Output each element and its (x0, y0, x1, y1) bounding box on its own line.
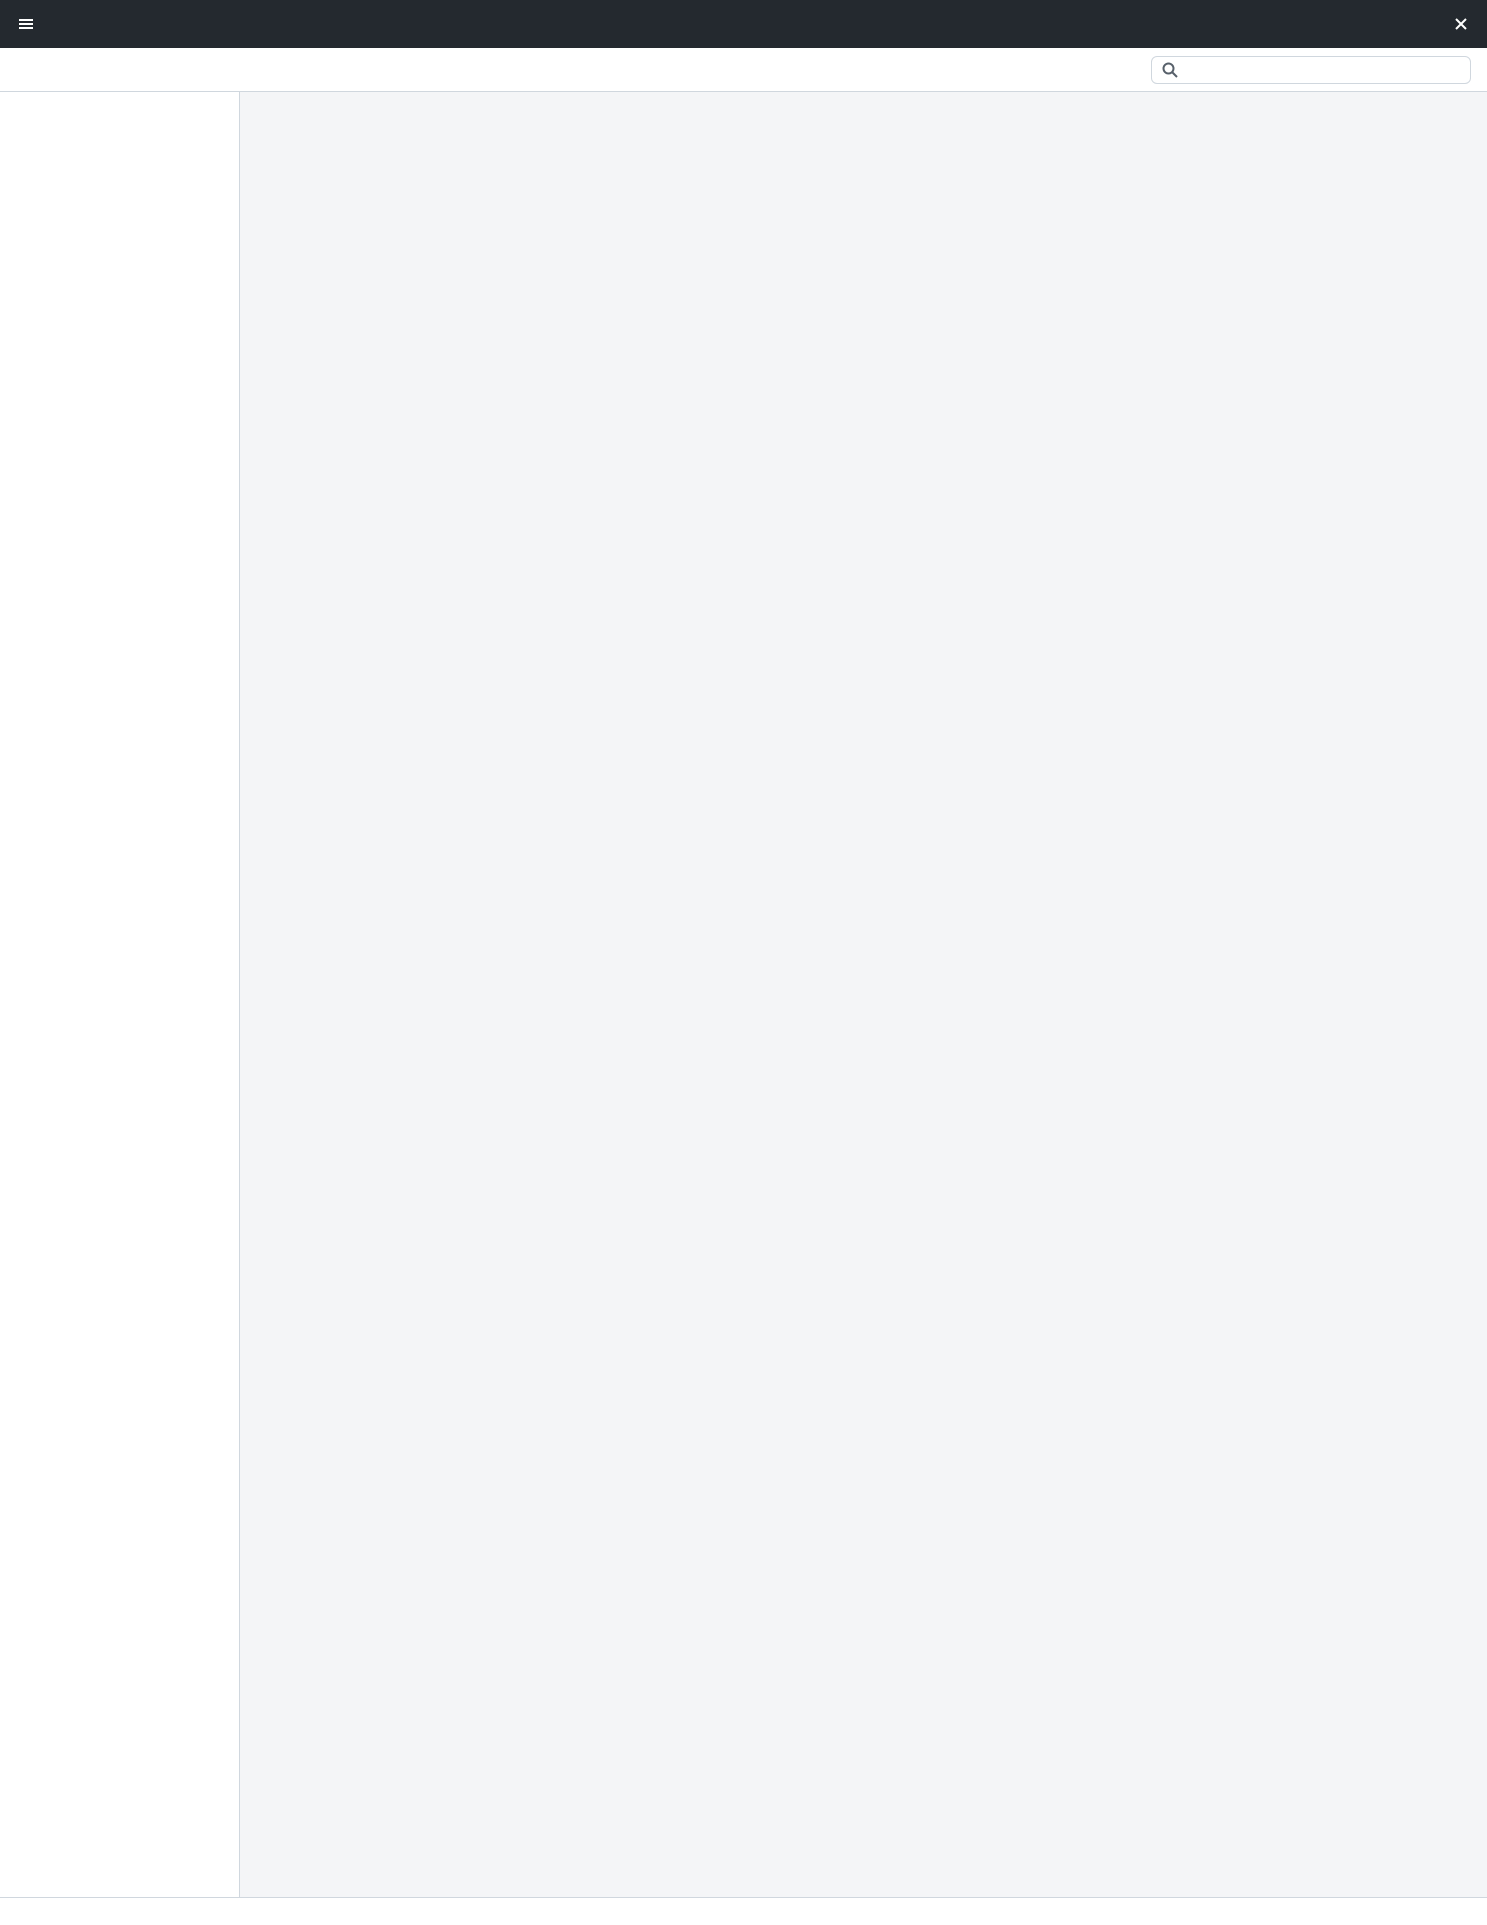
toolbar (0, 48, 1487, 92)
close-icon[interactable] (1451, 14, 1471, 34)
menu-icon[interactable] (16, 14, 36, 34)
sidebar (0, 92, 240, 1897)
main-panel (240, 92, 1487, 1897)
search-icon (1160, 60, 1180, 80)
page-title (264, 112, 1463, 136)
search-box[interactable] (1151, 55, 1471, 84)
content-area (0, 92, 1487, 1897)
title-bar (0, 0, 1487, 48)
search-input[interactable] (1186, 62, 1462, 77)
status-bar (0, 1897, 1487, 1925)
